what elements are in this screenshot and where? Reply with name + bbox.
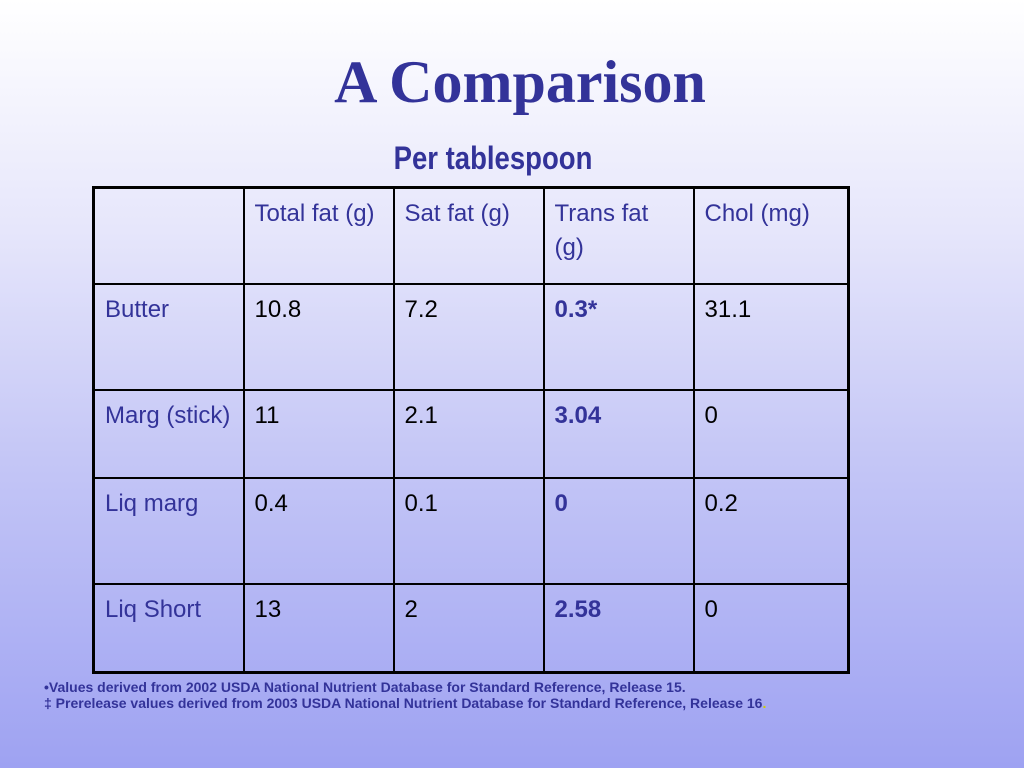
header-cell-chol: Chol (mg)	[692, 186, 850, 285]
table-row: Butter 10.8 7.2 0.3* 31.1	[92, 283, 850, 391]
header-cell-empty	[92, 186, 245, 285]
cell-chol: 0.2	[692, 477, 850, 585]
table-row: Liq marg 0.4 0.1 0 0.2	[92, 477, 850, 585]
slide-subtitle: Per tablespoon	[393, 140, 593, 176]
cell-sat-fat: 0.1	[392, 477, 545, 585]
cell-total-fat: 11	[242, 389, 395, 479]
cell-trans-fat: 3.04	[542, 389, 695, 479]
footnote-usda-2003: ‡ Prerelease values derived from 2003 US…	[44, 695, 1004, 711]
cell-total-fat: 10.8	[242, 283, 395, 391]
cell-trans-fat: 2.58	[542, 583, 695, 674]
footnote-period: .	[762, 695, 767, 711]
cell-total-fat: 0.4	[242, 477, 395, 585]
footnote-text: ‡ Prerelease values derived from 2003 US…	[44, 695, 763, 711]
cell-trans-fat: 0.3*	[542, 283, 695, 391]
cell-total-fat: 13	[242, 583, 395, 674]
cell-sat-fat: 2	[392, 583, 545, 674]
cell-trans-fat: 0	[542, 477, 695, 585]
row-label: Marg (stick)	[92, 389, 245, 479]
row-label: Liq Short	[92, 583, 245, 674]
table-row: Marg (stick) 11 2.1 3.04 0	[92, 389, 850, 479]
header-cell-sat-fat: Sat fat (g)	[392, 186, 545, 285]
cell-sat-fat: 2.1	[392, 389, 545, 479]
cell-chol: 31.1	[692, 283, 850, 391]
row-label: Liq marg	[92, 477, 245, 585]
footnotes: •Values derived from 2002 USDA National …	[44, 679, 1004, 711]
header-cell-trans-fat: Trans fat (g)	[542, 186, 695, 285]
cell-sat-fat: 7.2	[392, 283, 545, 391]
footnote-usda-2002: •Values derived from 2002 USDA National …	[44, 679, 1004, 695]
cell-chol: 0	[692, 389, 850, 479]
row-label: Butter	[92, 283, 245, 391]
header-cell-total-fat: Total fat (g)	[242, 186, 395, 285]
comparison-table: Total fat (g) Sat fat (g) Trans fat (g) …	[92, 186, 850, 674]
footnote-text: •Values derived from 2002 USDA National …	[44, 679, 686, 695]
table-row: Liq Short 13 2 2.58 0	[92, 583, 850, 674]
cell-chol: 0	[692, 583, 850, 674]
table-header-row: Total fat (g) Sat fat (g) Trans fat (g) …	[92, 186, 850, 285]
slide-title: A Comparison	[334, 49, 706, 115]
